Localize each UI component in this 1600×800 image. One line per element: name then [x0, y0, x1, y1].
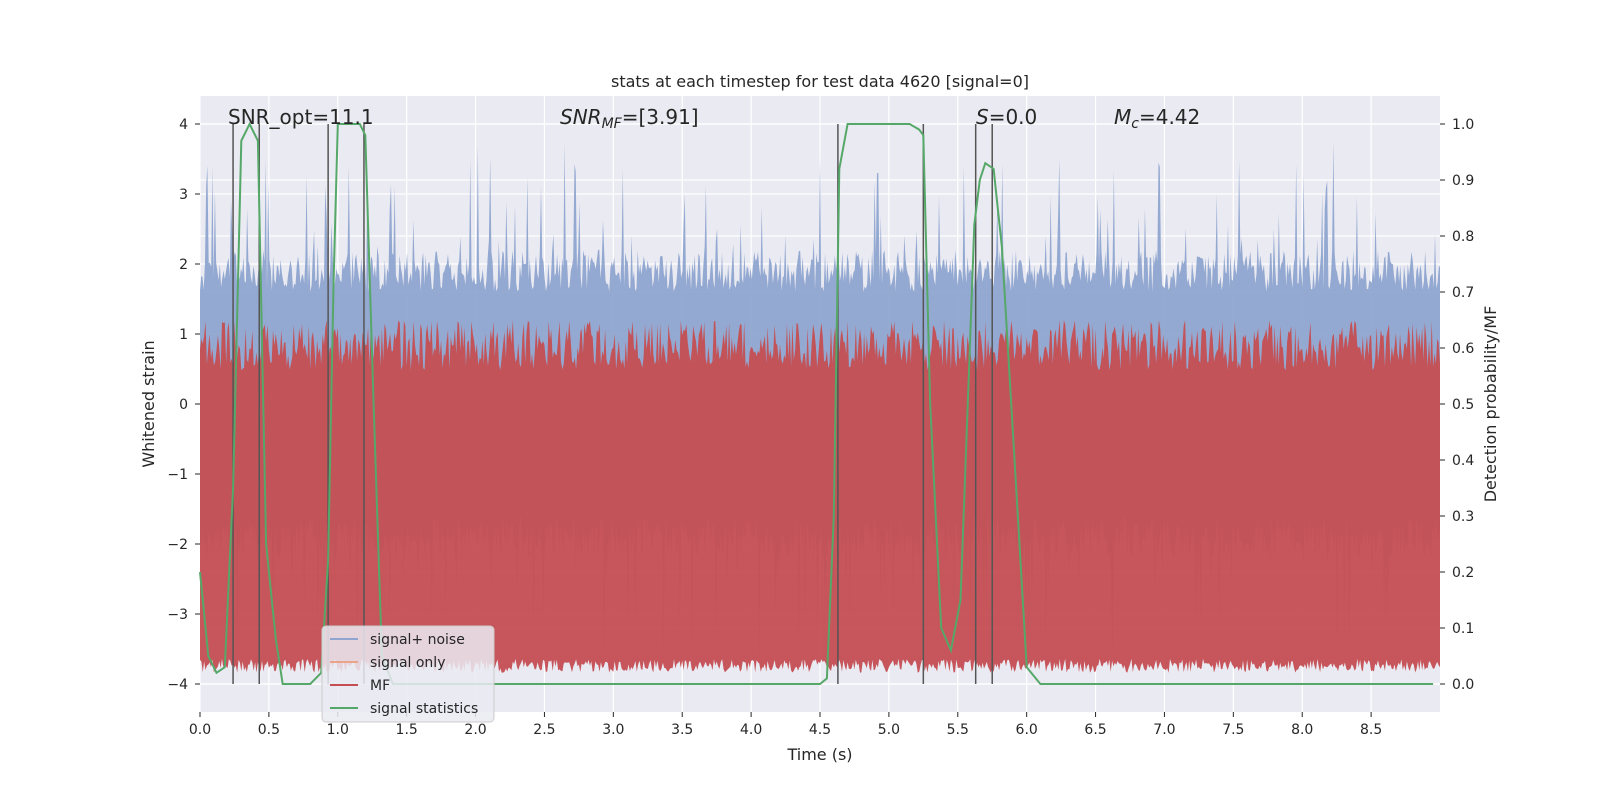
x-axis-label: Time (s) [786, 745, 852, 764]
annotation-mc-symbol: M [1114, 105, 1131, 129]
yr-tick-label-7: 0.3 [1452, 509, 1474, 525]
x-tick-label-14: 7.0 [1153, 722, 1175, 738]
y-tick-label-3: 1 [179, 327, 188, 343]
yr-tick-label-1: 0.9 [1452, 173, 1474, 189]
mf-band [200, 320, 1440, 673]
x-tick-label-11: 5.5 [947, 722, 969, 738]
yr-tick-label-6: 0.4 [1452, 453, 1474, 469]
signal-statistics-series [199, 121, 1434, 685]
legend-label-signal-only: signal only [370, 655, 445, 671]
yr-tick-label-2: 0.8 [1452, 229, 1474, 245]
legend-label-mf: MF [370, 678, 390, 694]
y-tick-label-1: 3 [179, 187, 188, 203]
x-tick-label-0: 0.0 [189, 722, 211, 738]
x-tick-label-12: 6.0 [1016, 722, 1038, 738]
annotation-mc-value: =4.42 [1139, 105, 1200, 129]
signal-statistics-line [199, 121, 1434, 685]
annotation-snr-mf-symbol: SNR [560, 105, 602, 129]
x-tick-label-5: 2.5 [533, 722, 555, 738]
x-tick-label-9: 4.5 [809, 722, 831, 738]
y-tick-label-5: −1 [167, 467, 188, 483]
x-tick-label-10: 5.0 [878, 722, 900, 738]
y-tick-label-4: 0 [179, 397, 188, 413]
legend-label-signal-noise: signal+ noise [370, 632, 465, 648]
x-tick-label-1: 0.5 [258, 722, 280, 738]
annotation-snr-mf-value: =[3.91] [622, 105, 699, 129]
yr-tick-label-4: 0.6 [1452, 341, 1474, 357]
y-axis-label-right: Detection probability/MF [1481, 306, 1500, 503]
x-tick-label-13: 6.5 [1084, 722, 1106, 738]
yr-tick-label-0: 1.0 [1452, 117, 1474, 133]
annotation-snr-opt: SNR_opt=11.1 [228, 105, 374, 129]
y-ticks-right: 1.0 0.9 0.8 0.7 0.6 0.5 0.4 0.3 0.2 0.1 0.0 [1440, 117, 1474, 693]
chart-title: stats at each timestep for test data 462… [611, 72, 1029, 91]
x-tick-label-17: 8.5 [1360, 722, 1382, 738]
legend: signal+ noise signal only MF signal stat… [321, 625, 495, 723]
x-tick-label-6: 3.0 [602, 722, 624, 738]
x-ticks: 0.0 0.5 1.0 1.5 2.0 2.5 3.0 3.5 4.0 4.5 5.0 5.5 6.0 6… [189, 712, 1382, 738]
x-tick-label-4: 2.0 [464, 722, 486, 738]
annotation-mc-subscript: c [1131, 116, 1139, 132]
x-tick-label-3: 1.5 [396, 722, 418, 738]
annotation-mc: Mc=4.42 [1114, 105, 1200, 132]
mf-series [200, 320, 1440, 673]
annotation-s: S=0.0 [976, 105, 1037, 129]
annotation-snr-mf: SNRMF=[3.91] [560, 105, 699, 132]
yr-tick-label-3: 0.7 [1452, 285, 1474, 301]
yr-tick-label-10: 0.0 [1452, 677, 1474, 693]
yr-tick-label-8: 0.2 [1452, 565, 1474, 581]
x-tick-label-16: 8.0 [1291, 722, 1313, 738]
legend-box [321, 625, 495, 723]
y-tick-label-7: −3 [167, 607, 188, 623]
legend-label-signal-statistics: signal statistics [370, 701, 478, 717]
y-axis-label-left: Whitened strain [139, 340, 158, 467]
y-tick-label-6: −2 [167, 537, 188, 553]
annotation-snr-mf-subscript: MF [602, 116, 623, 132]
yr-tick-label-5: 0.5 [1452, 397, 1474, 413]
x-tick-label-2: 1.0 [327, 722, 349, 738]
annotation-s-symbol: S [976, 105, 989, 129]
x-tick-label-15: 7.5 [1222, 722, 1244, 738]
yr-tick-label-9: 0.1 [1452, 621, 1474, 637]
y-tick-label-2: 2 [179, 257, 188, 273]
x-tick-label-8: 4.0 [740, 722, 762, 738]
y-tick-label-0: 4 [179, 117, 188, 133]
y-tick-label-8: −4 [167, 677, 188, 693]
x-tick-label-7: 3.5 [671, 722, 693, 738]
y-ticks-left: 4 3 2 1 0 −1 −2 −3 −4 [167, 117, 200, 693]
annotation-s-value: =0.0 [989, 105, 1038, 129]
